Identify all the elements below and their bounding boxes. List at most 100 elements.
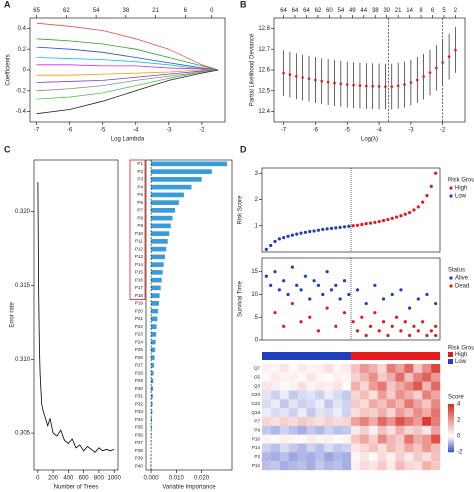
heat-cell [279,408,289,418]
point [368,221,373,225]
category-label: P19 [135,301,144,306]
point [435,66,438,70]
y-tick-label: 2 [255,197,259,203]
colorbar-step [448,442,454,445]
heat-cell [333,417,343,427]
category-label: P13 [135,254,144,259]
heat-cell [297,399,307,409]
heat-cell [386,425,396,435]
heat-cell [279,417,289,427]
x-tick-label: 800 [94,475,105,481]
heat-cell [395,461,405,471]
bar [151,254,165,260]
colorbar-step [448,404,454,407]
point [307,77,311,81]
heat-cell [342,408,352,418]
heat-cell [431,372,441,382]
colorbar-step [448,418,454,421]
heat-cell [359,425,369,435]
heat-cell [279,390,289,400]
bar [151,347,156,353]
legend-marker [449,284,453,288]
heat-cell [351,434,361,444]
point [447,55,451,58]
plot-frame [33,159,119,471]
heat-cell [368,372,378,382]
heat-cell [377,443,387,453]
panel-letter: B [240,0,247,9]
heat-cell [359,408,369,418]
y-axis-label: Partial Likelihood Deviance [250,33,256,106]
heat-cell [315,364,325,374]
point [334,283,338,287]
y-tick-label: 0.315 [15,283,31,289]
x-tick-label: 0 [36,475,40,481]
point [355,288,360,292]
y-tick-label: 0.310 [15,357,31,363]
category-label: P20 [135,308,144,313]
heat-cell [377,408,387,418]
point [329,226,334,230]
category-label: P9 [137,223,143,228]
heat-cell [359,364,369,374]
heat-cell [324,461,334,471]
heat-cell [324,417,334,427]
heat-cell [306,364,316,374]
point [377,329,381,333]
heat-cell [351,364,361,374]
heat-cell [270,434,280,444]
y-tick-label: -0.2 [16,88,27,94]
category-label: P39 [135,456,144,461]
colorbar-step [448,434,454,437]
x-tick-label: -6 [313,127,319,133]
heat-cell [270,364,280,374]
heat-cell [413,399,423,409]
heat-cell [270,372,280,382]
point [377,85,381,88]
heat-cell [351,425,361,435]
bar [151,223,171,229]
x-tick-label: 1000 [108,475,122,481]
heat-cell [270,425,280,435]
bar [151,231,170,236]
bar [151,239,168,244]
row-label: P9 [254,427,260,432]
bar [151,169,212,174]
legend-marker [449,194,453,198]
heat-cell [315,408,325,418]
point [321,292,325,297]
x-axis-label: Number of Trees [54,485,99,491]
y-tick-label: 0.305 [15,431,31,437]
heat-cell [359,443,369,453]
row-label: G5 [254,374,261,379]
legend-marker [449,276,453,280]
top-tick-label: 30 [383,8,390,14]
y-tick-label: 12.4 [258,109,270,115]
category-label: P34 [135,417,144,422]
heat-cell [324,399,334,409]
heat-cell [404,452,414,462]
colorbar-label: -2 [457,450,463,456]
bar [151,192,184,198]
point [286,292,290,297]
point [294,74,298,78]
point [351,320,355,324]
colorbar-step [448,414,454,417]
heat-cell [262,461,272,471]
point [312,229,316,233]
heat-cell [413,390,423,400]
heat-cell [288,390,298,400]
top-tick-label: 21 [152,8,159,14]
x-tick-label: 0.020 [194,475,210,481]
heat-cell [422,417,432,427]
heat-cell [270,417,280,427]
point [277,288,281,292]
category-label: P17 [135,285,144,290]
heat-cell [306,452,316,462]
heat-cell [377,417,387,427]
bar [151,417,153,422]
heat-cell [351,417,361,427]
heat-cell [386,381,396,391]
heat-cell [333,425,343,435]
legend-label: Low [455,194,467,200]
